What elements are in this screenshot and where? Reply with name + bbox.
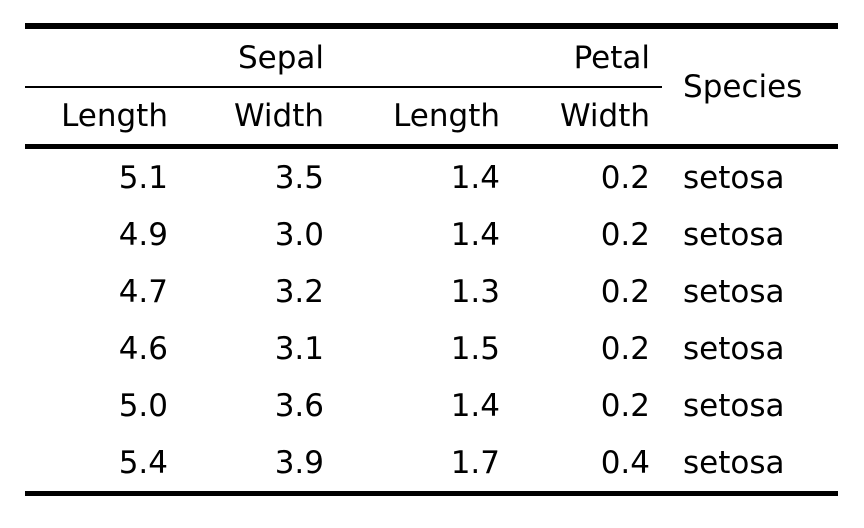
cell-petal-length: 1.4 xyxy=(450,387,501,424)
cell-petal-length: 1.7 xyxy=(450,444,501,481)
cell-sepal-width: 3.6 xyxy=(274,387,325,424)
cell-sepal-length: 5.1 xyxy=(118,159,168,196)
spanner-header-row: Sepal Petal Species xyxy=(25,26,839,149)
col-header-petal-width: Width xyxy=(512,87,663,149)
col-group-petal: Petal xyxy=(336,26,663,88)
table-row: 4.7 3.2 1.3 0.2 setosa xyxy=(25,263,838,320)
cell-sepal-width: 3.2 xyxy=(274,273,325,310)
cell-sepal-width: 3.5 xyxy=(274,159,325,196)
table-row: 4.6 3.1 1.5 0.2 setosa xyxy=(25,320,838,377)
cell-species: setosa xyxy=(683,159,785,196)
cell-petal-width: 0.2 xyxy=(600,330,651,367)
cell-sepal-width: 3.0 xyxy=(274,216,325,253)
cell-petal-width: 0.4 xyxy=(600,444,651,481)
cell-petal-width: 0.2 xyxy=(600,216,651,253)
cell-petal-length: 1.3 xyxy=(450,273,501,310)
cell-species: setosa xyxy=(683,330,785,367)
cell-species: setosa xyxy=(683,216,785,253)
cell-sepal-length: 4.7 xyxy=(118,273,168,310)
col-header-species: Species xyxy=(662,26,839,149)
cell-species: setosa xyxy=(683,387,785,424)
cell-petal-width: 0.2 xyxy=(600,273,651,310)
table-row: 5.4 3.9 1.7 0.4 setosa xyxy=(25,434,838,494)
cell-sepal-length: 4.6 xyxy=(118,330,168,367)
table-row: 4.9 3.0 1.4 0.2 setosa xyxy=(25,206,838,263)
col-group-sepal: Sepal xyxy=(25,26,337,88)
cell-petal-length: 1.4 xyxy=(450,216,501,253)
cell-species: setosa xyxy=(683,273,785,310)
cell-sepal-width: 3.1 xyxy=(274,330,325,367)
subheader-row: Length Width Length Width xyxy=(25,87,838,149)
col-header-sepal-length: Length xyxy=(25,87,180,149)
table-row: 5.1 3.5 1.4 0.2 setosa xyxy=(25,147,838,207)
cell-sepal-length: 5.4 xyxy=(118,444,168,481)
cell-petal-length: 1.5 xyxy=(450,330,501,367)
table-body: 5.1 3.5 1.4 0.2 setosa 4.9 3.0 1.4 0.2 s… xyxy=(25,147,838,494)
col-header-sepal-width: Width xyxy=(180,87,337,149)
iris-table: Sepal Petal Species Length Width Length … xyxy=(25,23,839,496)
cell-sepal-length: 5.0 xyxy=(118,387,168,424)
cell-species: setosa xyxy=(683,444,785,481)
col-header-petal-length: Length xyxy=(336,87,513,149)
cell-petal-width: 0.2 xyxy=(600,387,651,424)
cell-sepal-length: 4.9 xyxy=(118,216,168,253)
cell-petal-width: 0.2 xyxy=(600,159,651,196)
table-row: 5.0 3.6 1.4 0.2 setosa xyxy=(25,377,838,434)
cell-sepal-width: 3.9 xyxy=(274,444,325,481)
cell-petal-length: 1.4 xyxy=(450,159,501,196)
